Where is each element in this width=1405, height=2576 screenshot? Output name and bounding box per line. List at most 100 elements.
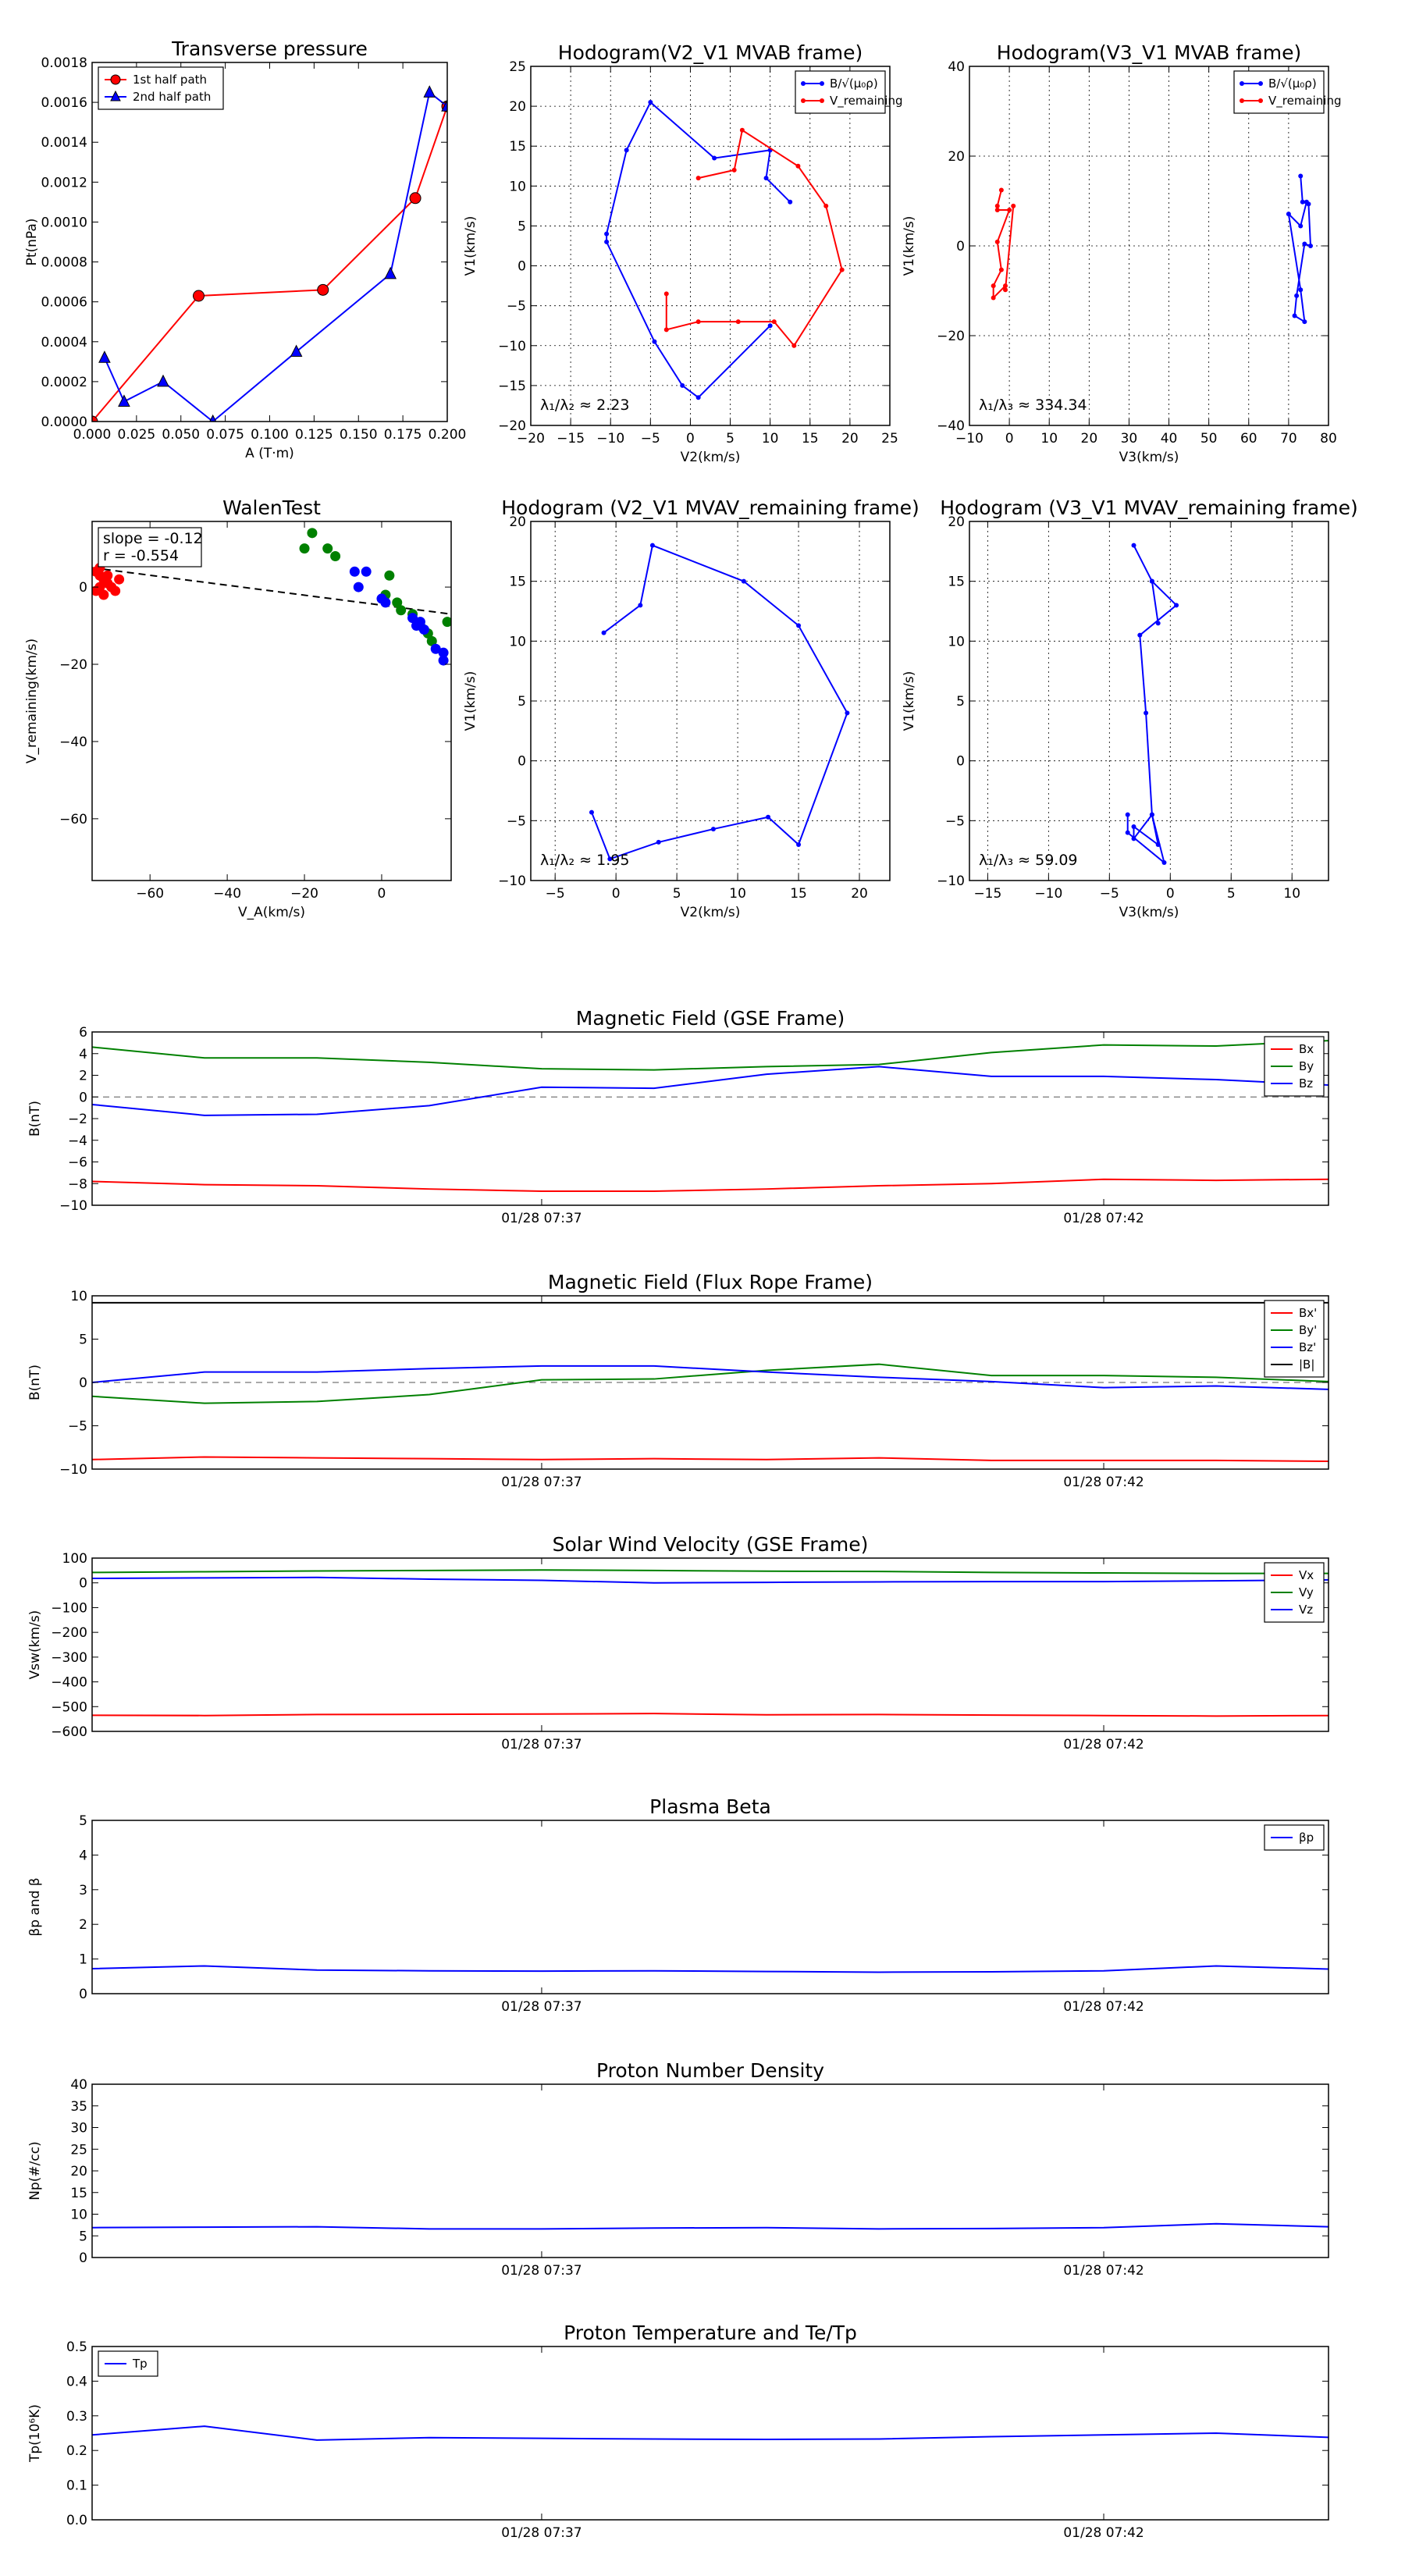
chart-title: Plasma Beta	[649, 1795, 771, 1818]
y-tick-label: 4	[79, 1047, 87, 1062]
x-tick-label: 0.175	[384, 427, 422, 443]
legend-entry: Vy	[1299, 1585, 1314, 1599]
legend-entry: By'	[1299, 1323, 1317, 1337]
series-line	[92, 2222, 1329, 2230]
data-point	[712, 155, 717, 161]
series-1st-half-path	[92, 100, 447, 422]
series-B-	[604, 100, 793, 400]
y-tick-label: 15	[70, 2186, 87, 2201]
legend: Bx By Bz	[1264, 1036, 1325, 1097]
y-tick-label: 0.2	[66, 2443, 87, 2459]
x-axis-label: V3(km/s)	[1119, 905, 1179, 920]
data-point	[1294, 293, 1300, 298]
y-tick-label: 15	[509, 575, 526, 590]
x-tick-label: −40	[213, 886, 241, 902]
eigenvalue-ratio-annotation: λ₁/λ₃ ≈ 59.09	[979, 852, 1078, 869]
x-tick-label: 20	[851, 886, 868, 902]
plot-area	[92, 2425, 1329, 2441]
fit-stats-box	[98, 527, 202, 568]
x-tick-label: 60	[1240, 431, 1257, 447]
series-line	[92, 1713, 1329, 1717]
x-tick-label: 40	[1161, 431, 1178, 447]
x-tick-label: 5	[673, 886, 681, 902]
y-tick-label: 0.0000	[41, 415, 87, 430]
data-point	[114, 574, 125, 585]
y-tick-label: 15	[509, 139, 526, 155]
y-tick-label: −15	[498, 379, 526, 394]
y-tick-label: −300	[51, 1650, 87, 1666]
data-point	[1131, 836, 1136, 841]
data-point	[796, 842, 802, 847]
y-tick-label: 10	[948, 634, 965, 649]
chart-title: Solar Wind Velocity (GSE Frame)	[553, 1533, 869, 1556]
chart-title: Transverse pressure	[171, 37, 368, 60]
chart-title: Magnetic Field (GSE Frame)	[576, 1007, 845, 1030]
x-tick-label: 0.100	[251, 427, 289, 443]
y-tick-label: −60	[59, 812, 87, 827]
y-tick-label: 5	[518, 694, 526, 710]
legend: Tp	[98, 2350, 158, 2377]
legend-entry: 1st half path	[133, 73, 207, 87]
data-point	[322, 543, 333, 554]
legend-frame	[98, 2350, 158, 2377]
data-point	[307, 528, 318, 539]
legend-entry: Bz'	[1299, 1340, 1316, 1354]
data-point	[1286, 212, 1291, 217]
x-tick-label: 15	[802, 431, 819, 447]
x-tick-label: −5	[1100, 886, 1119, 902]
data-point	[98, 350, 111, 363]
legend-entry: B/√(μ₀ρ)	[1268, 76, 1317, 91]
legend-entry: Tp	[132, 2357, 148, 2371]
y-axis-label: V1(km/s)	[463, 216, 478, 276]
data-point	[1137, 632, 1143, 638]
data-point	[796, 623, 802, 628]
x-tick-label: 0.025	[118, 427, 156, 443]
series-line	[92, 1965, 1329, 1973]
x-axis-label: A (T·m)	[245, 446, 294, 461]
data-point	[1011, 203, 1016, 208]
x-tick-label: 25	[881, 431, 898, 447]
series-0	[92, 2222, 1329, 2230]
x-tick-label: 01/28 07:37	[501, 1211, 582, 1226]
y-tick-label: −10	[937, 873, 965, 889]
x-axis-label: V_A(km/s)	[238, 905, 305, 920]
series-line	[92, 1569, 1329, 1574]
y-tick-label: 0.0014	[41, 135, 87, 151]
x-tick-label: −10	[1034, 886, 1062, 902]
series-1	[299, 528, 451, 646]
data-point	[411, 621, 422, 632]
y-tick-label: 10	[509, 179, 526, 194]
y-tick-label: −5	[945, 813, 965, 829]
x-axis-label: V3(km/s)	[1119, 450, 1179, 465]
data-point	[430, 643, 441, 654]
x-tick-label: −20	[517, 431, 545, 447]
data-point	[839, 267, 845, 272]
x-tick-label: 01/28 07:37	[501, 2263, 582, 2279]
y-tick-label: 0	[79, 1375, 87, 1391]
chart-ts3: 01/28 07:37 01/28 07:42 −600 −500 −400 −300 −2…	[27, 1533, 1329, 1752]
y-tick-label: 0	[79, 1576, 87, 1592]
x-tick-label: 01/28 07:42	[1063, 1999, 1144, 2015]
series-line	[92, 1456, 1329, 1463]
y-axis-label: Tp(10⁶K)	[27, 2404, 43, 2463]
plot-area	[92, 85, 447, 422]
y-tick-label: 0.0012	[41, 175, 87, 190]
data-point	[1304, 199, 1309, 205]
data-point	[1298, 287, 1304, 293]
y-tick-label: 0.0016	[41, 95, 87, 111]
legend-entry: Bx'	[1299, 1306, 1317, 1320]
y-tick-label: −5	[68, 1419, 87, 1435]
series-Bx	[92, 1178, 1329, 1192]
y-tick-label: 0.5	[66, 2339, 87, 2355]
legend-entry: 2nd half path	[133, 90, 211, 104]
data-point	[193, 290, 205, 302]
x-tick-label: −10	[955, 431, 984, 447]
data-point	[157, 374, 169, 387]
fit-line	[92, 567, 451, 615]
data-point	[438, 647, 449, 658]
data-point	[771, 319, 777, 325]
data-point	[604, 239, 610, 244]
x-tick-label: 01/28 07:42	[1063, 2263, 1144, 2279]
y-tick-label: 10	[70, 2208, 87, 2223]
y-tick-label: 5	[79, 1813, 87, 1829]
